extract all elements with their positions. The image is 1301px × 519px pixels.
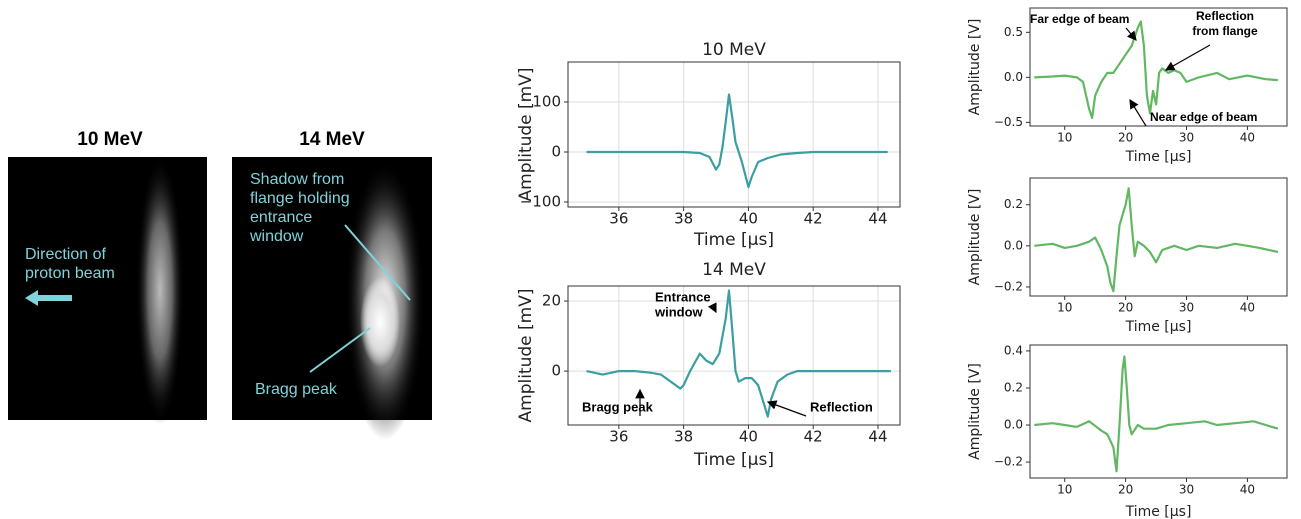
y-tick-label: 0.5 bbox=[1004, 25, 1023, 39]
y-axis-label: Amplitude [V] bbox=[967, 19, 983, 116]
y-tick-label: 0.0 bbox=[1004, 238, 1023, 252]
y-tick-label: −0.2 bbox=[994, 279, 1023, 293]
y-axis-label: Amplitude [mV] bbox=[516, 68, 536, 202]
x-tick-label: 42 bbox=[804, 428, 823, 446]
y-tick-label: 20 bbox=[542, 292, 561, 310]
y-tick-label: 0.4 bbox=[1004, 343, 1023, 357]
x-axis-label: Time [μs] bbox=[1125, 149, 1192, 165]
annotation: Entrance bbox=[655, 289, 711, 304]
x-axis-label: Time [μs] bbox=[1125, 319, 1192, 335]
y-tick-label: 0.2 bbox=[1004, 197, 1023, 211]
x-tick-label: 20 bbox=[1118, 301, 1133, 315]
x-tick-label: 30 bbox=[1179, 131, 1194, 145]
annotation: window bbox=[654, 304, 704, 319]
annotation: Direction of bbox=[25, 246, 106, 263]
line bbox=[587, 95, 888, 188]
y-axis-label: Amplitude [V] bbox=[967, 189, 983, 286]
x-tick-label: 10 bbox=[1057, 301, 1072, 315]
annotation: Shadow from bbox=[250, 171, 344, 188]
x-tick-label: 44 bbox=[868, 428, 887, 446]
y-tick-label: 0.2 bbox=[1004, 380, 1023, 394]
annotation: Reflection bbox=[810, 399, 873, 414]
y-axis-label: Amplitude [mV] bbox=[516, 289, 536, 423]
plot-frame bbox=[1030, 178, 1287, 296]
y-tick-label: 0 bbox=[551, 143, 561, 161]
line bbox=[1034, 357, 1278, 472]
image-10mev: 10 MeV Direction of proton beam bbox=[8, 129, 207, 425]
annotation: from flange bbox=[1192, 24, 1258, 38]
x-axis-label: Time [μs] bbox=[693, 450, 774, 470]
x-tick-label: 36 bbox=[609, 428, 628, 446]
chart-title: 14 MeV bbox=[702, 260, 766, 280]
figure: 10 MeV Direction of proton beam 14 MeV S… bbox=[0, 0, 1301, 519]
annotation: Far edge of beam bbox=[1030, 12, 1129, 26]
annotation: flange holding bbox=[250, 190, 350, 207]
image-title: 10 MeV bbox=[77, 129, 143, 150]
image-title: 14 MeV bbox=[299, 129, 365, 150]
y-tick-label: 0 bbox=[551, 362, 561, 380]
annotation: Bragg peak bbox=[255, 381, 338, 398]
x-tick-label: 44 bbox=[868, 210, 887, 228]
y-axis-label: Amplitude [V] bbox=[967, 363, 983, 460]
y-tick-label: 100 bbox=[532, 93, 561, 111]
x-tick-label: 20 bbox=[1118, 483, 1133, 497]
x-tick-label: 40 bbox=[739, 428, 758, 446]
line bbox=[1034, 188, 1278, 291]
line bbox=[587, 291, 891, 417]
annotation-arrow bbox=[713, 306, 716, 312]
annotation-arrow bbox=[1126, 28, 1136, 40]
x-tick-label: 40 bbox=[1240, 131, 1255, 145]
annotation: entrance bbox=[250, 209, 312, 226]
y-tick-label: 0.0 bbox=[1004, 418, 1023, 432]
x-tick-label: 10 bbox=[1057, 483, 1072, 497]
plot-frame bbox=[1030, 345, 1287, 478]
y-tick-label: −0.5 bbox=[994, 115, 1023, 129]
x-tick-label: 36 bbox=[609, 210, 628, 228]
x-tick-label: 38 bbox=[674, 428, 693, 446]
annotation: Bragg peak bbox=[582, 399, 654, 414]
x-tick-label: 30 bbox=[1179, 483, 1194, 497]
x-tick-label: 42 bbox=[804, 210, 823, 228]
x-axis-label: Time [μs] bbox=[1125, 504, 1192, 519]
chart-title: 10 MeV bbox=[702, 40, 766, 60]
annotation: window bbox=[249, 228, 304, 245]
x-tick-label: 40 bbox=[1240, 483, 1255, 497]
x-tick-label: 40 bbox=[1240, 301, 1255, 315]
y-tick-label: 0.0 bbox=[1004, 70, 1023, 84]
annotation-arrow bbox=[1166, 45, 1210, 70]
page: 10 MeV Direction of proton beam 14 MeV S… bbox=[0, 0, 1301, 519]
x-tick-label: 38 bbox=[674, 210, 693, 228]
x-tick-label: 20 bbox=[1118, 131, 1133, 145]
annotation: Reflection bbox=[1196, 9, 1254, 23]
image-14mev: 14 MeV Shadow from flange holding entran… bbox=[232, 129, 432, 440]
x-tick-label: 40 bbox=[739, 210, 758, 228]
annotation: Near edge of beam bbox=[1150, 110, 1257, 124]
annotation-arrow bbox=[768, 402, 806, 416]
x-tick-label: 30 bbox=[1179, 301, 1194, 315]
annotation-arrow bbox=[1130, 100, 1146, 126]
x-tick-label: 10 bbox=[1057, 131, 1072, 145]
x-axis-label: Time [μs] bbox=[693, 230, 774, 250]
y-tick-label: −0.2 bbox=[994, 455, 1023, 469]
annotation: proton beam bbox=[25, 265, 115, 282]
